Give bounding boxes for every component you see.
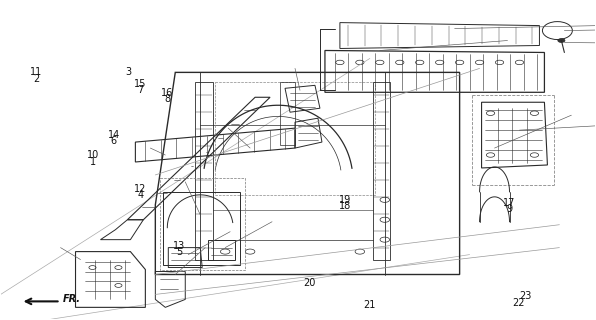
- Text: 21: 21: [363, 300, 375, 310]
- Text: 2: 2: [33, 74, 39, 84]
- Text: 5: 5: [176, 247, 182, 257]
- Text: 10: 10: [87, 150, 99, 160]
- Text: 12: 12: [134, 184, 147, 194]
- Text: 22: 22: [512, 298, 524, 308]
- Circle shape: [558, 39, 565, 43]
- Text: 11: 11: [30, 68, 42, 77]
- Text: 1: 1: [90, 156, 96, 167]
- Text: 16: 16: [161, 88, 173, 98]
- Text: 4: 4: [137, 190, 144, 200]
- Text: 9: 9: [506, 204, 512, 214]
- Text: 17: 17: [503, 198, 516, 208]
- Text: 14: 14: [107, 130, 120, 140]
- Text: 6: 6: [111, 136, 117, 146]
- Text: 3: 3: [126, 68, 132, 77]
- Text: 7: 7: [137, 85, 144, 95]
- Text: 19: 19: [340, 195, 352, 205]
- Text: 20: 20: [304, 278, 316, 288]
- Text: 13: 13: [173, 241, 185, 251]
- Text: 23: 23: [519, 292, 531, 301]
- Text: 8: 8: [164, 94, 170, 104]
- Text: 15: 15: [134, 78, 147, 89]
- Text: FR.: FR.: [63, 294, 80, 304]
- Text: 18: 18: [340, 201, 352, 211]
